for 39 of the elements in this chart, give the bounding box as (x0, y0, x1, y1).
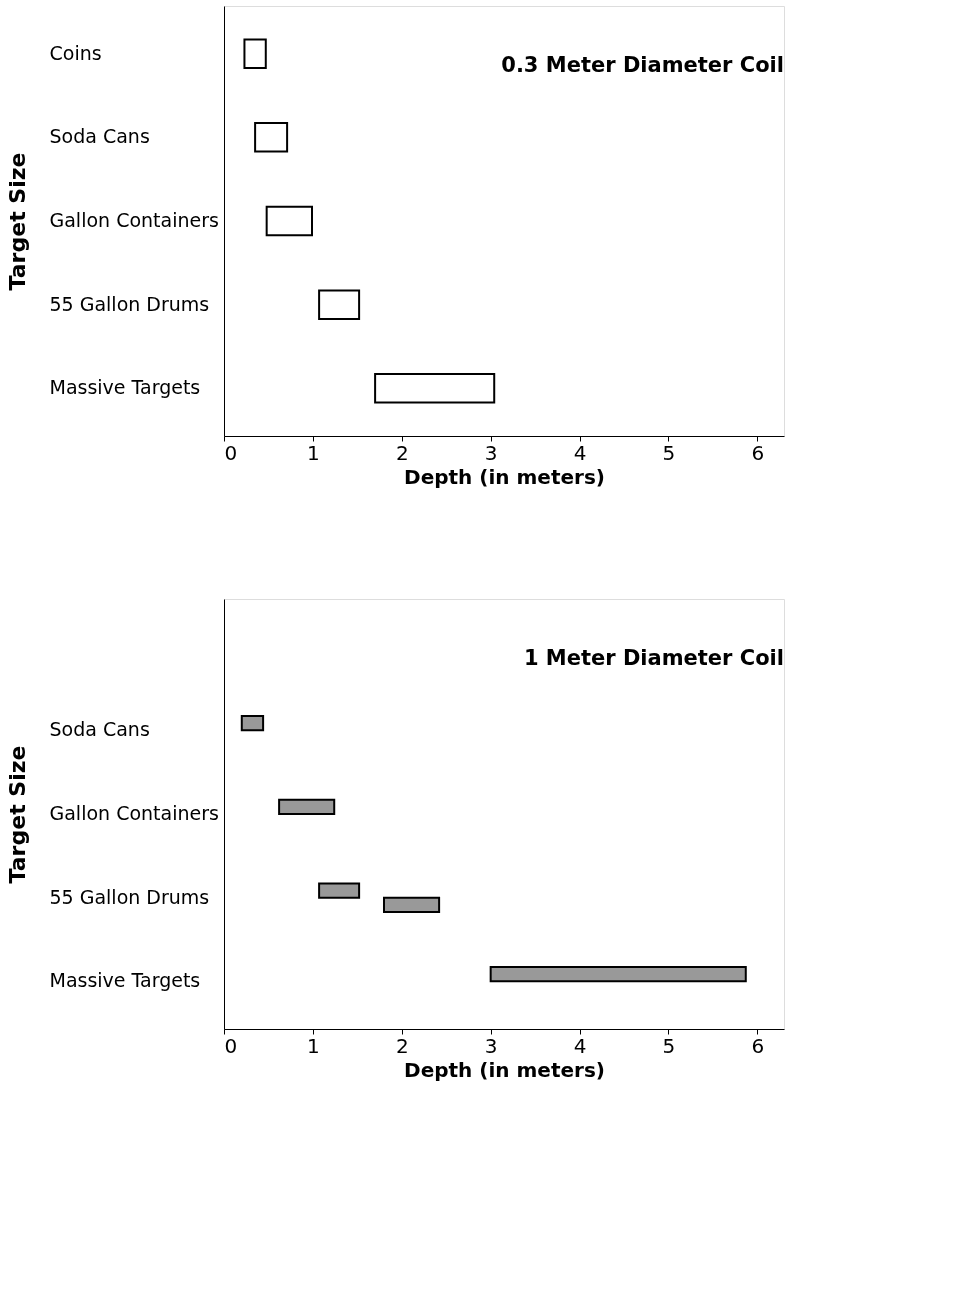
y-tick-label: Massive Targets (49, 376, 201, 399)
bar (240, 715, 265, 732)
x-tick-label: 0 (224, 440, 238, 465)
text: 1 Meter Diameter Coil (523, 646, 784, 670)
y-tick-label: Coins (49, 41, 102, 64)
bar (243, 38, 267, 69)
x-tick-label: 2 (395, 440, 409, 465)
bar (383, 896, 441, 913)
x-tick-label: 0 (224, 1033, 238, 1058)
x-tick-label: 6 (751, 1033, 765, 1058)
x-tick-label: 5 (662, 440, 676, 465)
bar (318, 289, 361, 320)
text: 0.3 Meter Diameter Coil (501, 53, 784, 77)
bar (374, 373, 496, 404)
y-axis-title: Target Size (4, 152, 30, 291)
x-tick-label: 5 (662, 1033, 676, 1058)
y-tick-label: Massive Targets (49, 969, 201, 992)
x-axis-title: Depth (in meters) (404, 1057, 605, 1082)
x-tick-label: 4 (573, 1033, 587, 1058)
y-tick-label: Gallon Containers (49, 209, 219, 231)
bar (265, 205, 313, 237)
x-tick-label: 1 (307, 440, 320, 465)
x-tick-label: 1 (307, 1033, 320, 1058)
x-axis-title: Depth (in meters) (404, 464, 605, 489)
x-tick-label: 4 (573, 440, 587, 465)
x-tick-label: 6 (751, 440, 765, 465)
y-axis-title: Target Size (4, 745, 30, 884)
y-tick-label: Soda Cans (49, 718, 150, 741)
y-tick-label: 55 Gallon Drums (49, 885, 210, 908)
x-tick-label: 3 (484, 1033, 498, 1058)
y-tick-label: 55 Gallon Drums (49, 292, 210, 315)
bar (254, 122, 289, 153)
y-tick-label: Gallon Containers (49, 802, 219, 824)
x-tick-label: 2 (395, 1033, 409, 1058)
bar (489, 966, 747, 983)
y-tick-label: Soda Cans (49, 125, 150, 148)
bar (278, 798, 336, 815)
x-tick-label: 3 (484, 440, 498, 465)
bar (318, 882, 361, 899)
